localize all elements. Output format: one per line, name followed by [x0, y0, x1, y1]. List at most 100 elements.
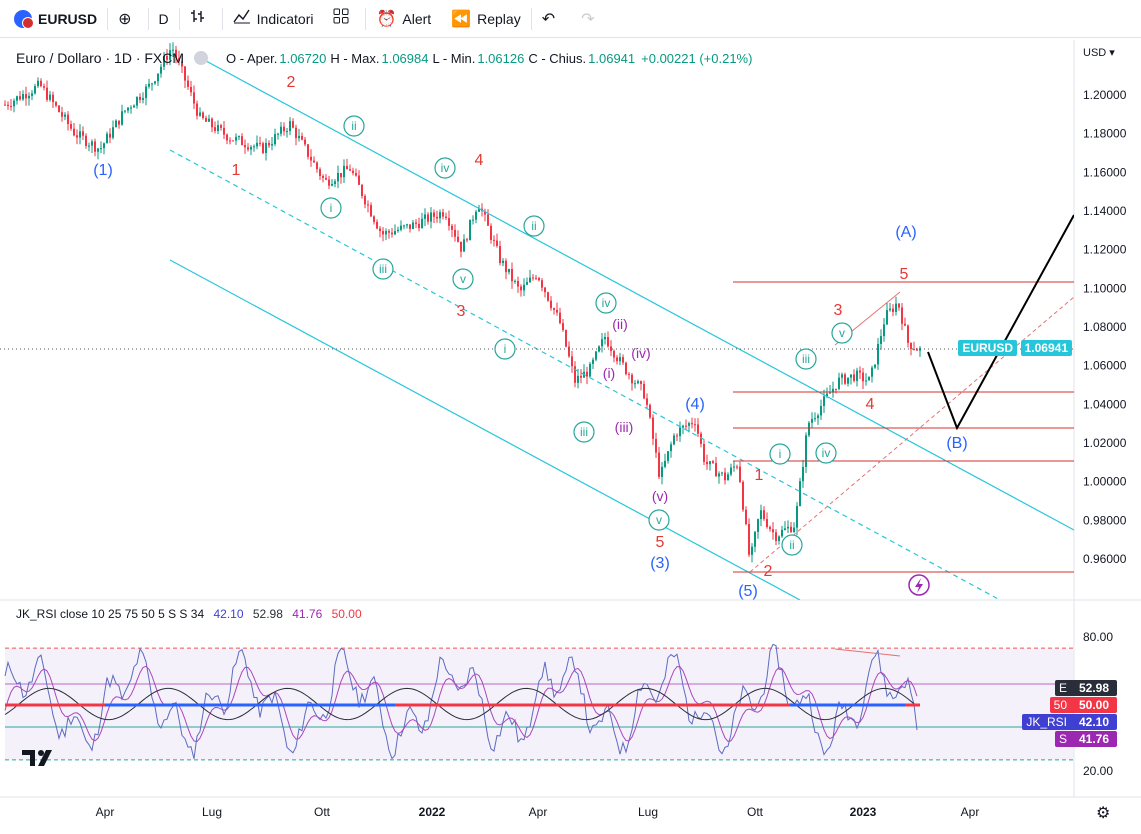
candle-body	[19, 96, 21, 100]
undo-button[interactable]: ↶	[532, 0, 571, 38]
wave-circle	[343, 115, 365, 137]
candle-body	[376, 221, 378, 229]
support-trendline	[749, 296, 1074, 573]
candle-body	[871, 367, 873, 377]
candle-body	[538, 278, 540, 281]
interval-button[interactable]: D	[149, 0, 179, 38]
candle-body	[877, 343, 879, 365]
time-tick-label: Apr	[961, 805, 980, 819]
candle-body	[646, 398, 648, 405]
wave-circle	[494, 338, 516, 360]
candle-body	[424, 214, 426, 219]
candle-body	[886, 310, 888, 325]
rsi-value-4: 50.00	[331, 607, 362, 621]
candle-body	[295, 127, 297, 139]
chart-type-button[interactable]	[180, 0, 222, 38]
wave-circle	[523, 215, 545, 237]
candle-body	[577, 375, 579, 383]
candle-body	[91, 141, 93, 146]
candle-body	[313, 160, 315, 163]
candle-body	[544, 287, 546, 293]
candle-body	[673, 435, 675, 445]
candle-body	[874, 364, 876, 368]
candle-body	[844, 374, 846, 384]
candle-body	[679, 427, 681, 437]
candle-body	[526, 282, 528, 285]
wave-circle	[595, 292, 617, 314]
candle-body	[643, 383, 645, 399]
candle-body	[733, 466, 735, 468]
candle-body	[835, 388, 837, 390]
price-tick-label: 1.06000	[1083, 359, 1127, 373]
candle-body	[298, 135, 300, 139]
candle-body	[16, 96, 18, 101]
rsi-legend[interactable]: JK_RSI close 10 25 75 50 5 S S 34 42.10 …	[16, 607, 362, 621]
candle-body	[901, 307, 903, 324]
circled-wave-label: v	[452, 268, 474, 290]
candle-body	[199, 112, 201, 116]
rsi-tag-value: 52.98	[1071, 680, 1117, 696]
candle-body	[868, 376, 870, 381]
price-tick-label: 1.00000	[1083, 475, 1127, 489]
candle-body	[343, 165, 345, 178]
candlestick-series	[4, 42, 921, 563]
wedge-line	[834, 291, 901, 346]
undo-icon: ↶	[541, 10, 556, 28]
wave-circle	[769, 443, 791, 465]
candle-body	[388, 231, 390, 233]
chart-title[interactable]: Euro / Dollaro · 1D · FXCM	[16, 50, 185, 66]
candle-body	[859, 370, 861, 373]
close-label: C - Chius.	[528, 50, 587, 66]
candle-body	[454, 229, 456, 237]
candle-body	[862, 372, 864, 382]
wave-label-g_iv: iv	[602, 296, 611, 310]
candle-body	[724, 472, 726, 481]
candle-body	[634, 383, 636, 385]
candle-body	[406, 224, 408, 226]
candle-body	[340, 172, 342, 178]
redo-button[interactable]: ↷	[571, 0, 610, 38]
wave-label-r3: 3	[457, 303, 466, 320]
candle-body	[484, 211, 486, 215]
plus-circle-icon: ⊕	[118, 10, 132, 28]
candle-body	[580, 375, 582, 378]
wave-label-g_v: v	[460, 272, 466, 286]
candle-body	[604, 336, 606, 340]
candle-body	[763, 510, 765, 520]
drawing-overlays: (1) (3) (4) (5) (A) (B) 1 2 3 4 5 1 2 3 4 5 (i) (ii) (iii)…	[0, 54, 1074, 600]
replay-button[interactable]: ⏪ Replay	[441, 0, 531, 38]
symbol-price-tag: EURUSD	[958, 340, 1017, 356]
candle-body	[283, 126, 285, 132]
candle-body	[364, 196, 366, 205]
candle-body	[889, 308, 891, 311]
high-value: 1.06984	[381, 50, 429, 66]
time-tick-label: 2023	[850, 805, 877, 819]
candle-body	[7, 104, 9, 106]
price-tick-label: 0.98000	[1083, 513, 1127, 527]
candle-body	[355, 173, 357, 176]
symbol-search[interactable]: EURUSD	[0, 0, 107, 38]
settings-gear-icon[interactable]: ⚙	[1096, 805, 1111, 822]
tradingview-logo[interactable]	[22, 747, 62, 775]
candle-body	[151, 83, 153, 85]
layouts-button[interactable]	[323, 0, 365, 38]
candle-body	[784, 528, 786, 530]
candle-body	[532, 277, 534, 279]
compare-button[interactable]: ⊕	[108, 0, 147, 38]
wave-label-g_iii: iii	[802, 352, 810, 366]
candle-body	[808, 422, 810, 436]
top-toolbar: EURUSD ⊕ D Indicatori ⏰ Alert ⏪ Replay ↶	[0, 0, 1141, 38]
currency-selector[interactable]: USD ▾	[1083, 47, 1115, 59]
candle-body	[286, 131, 288, 133]
candle-body	[85, 135, 87, 146]
candle-body	[472, 219, 474, 221]
alert-button[interactable]: ⏰ Alert	[366, 0, 441, 38]
candle-body	[664, 460, 666, 467]
candle-body	[817, 415, 819, 419]
candle-body	[916, 349, 918, 351]
candle-body	[601, 339, 603, 347]
indicators-button[interactable]: Indicatori	[223, 0, 324, 38]
candle-body	[322, 175, 324, 178]
candle-body	[514, 280, 516, 282]
candle-body	[373, 216, 375, 222]
